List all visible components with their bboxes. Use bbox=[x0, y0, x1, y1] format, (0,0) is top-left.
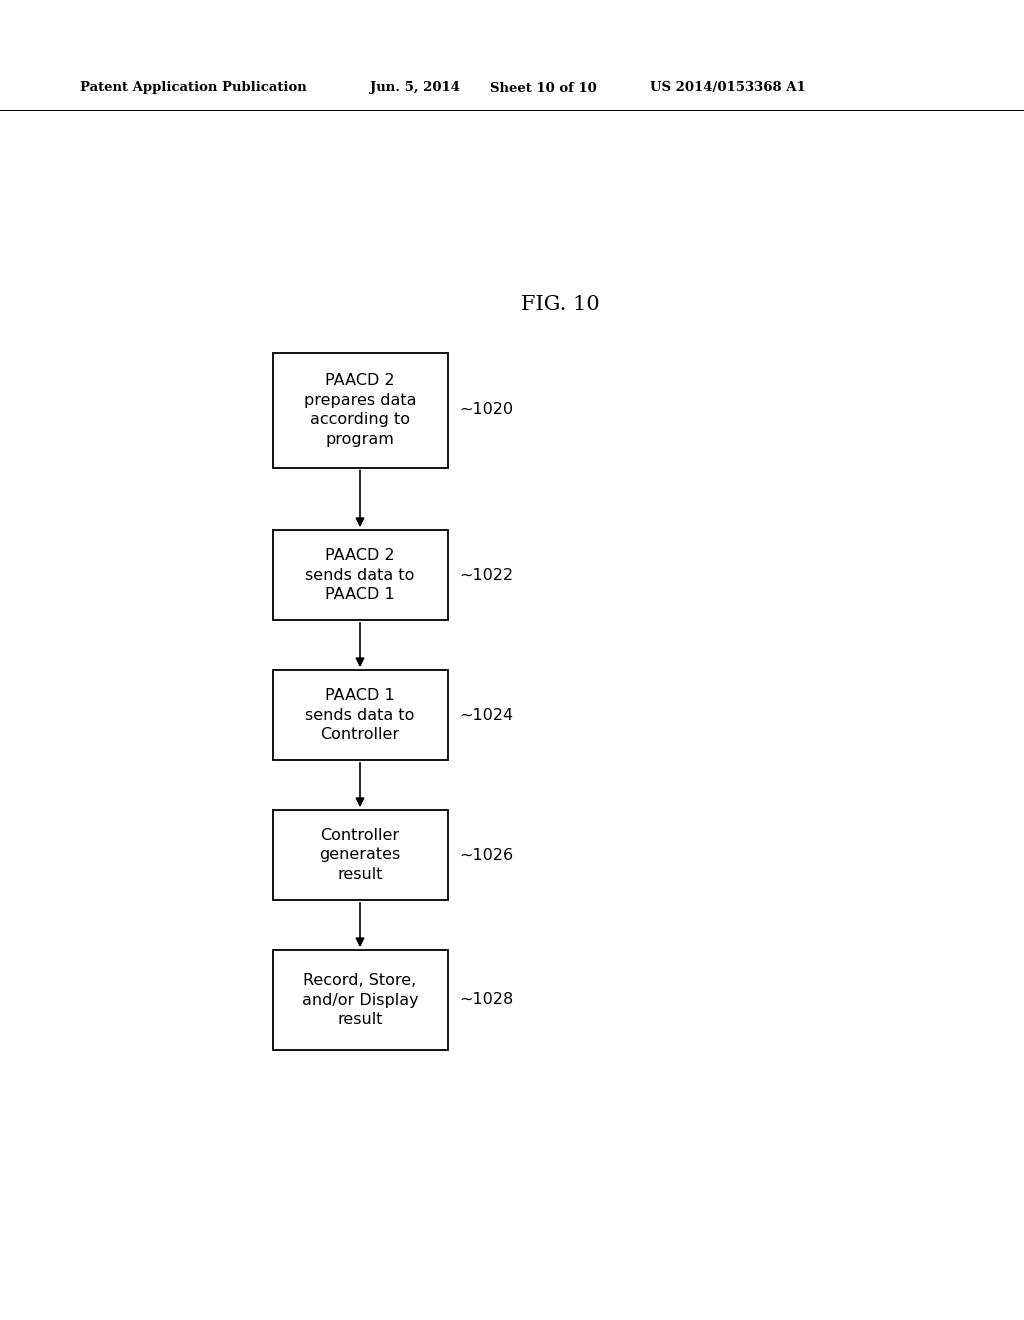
Text: Patent Application Publication: Patent Application Publication bbox=[80, 82, 307, 95]
Text: PAACD 1
sends data to
Controller: PAACD 1 sends data to Controller bbox=[305, 688, 415, 742]
Bar bbox=[272, 671, 447, 760]
Text: Controller
generates
result: Controller generates result bbox=[319, 828, 400, 882]
Bar bbox=[272, 810, 447, 900]
Text: ~1026: ~1026 bbox=[460, 847, 514, 862]
Text: PAACD 2
prepares data
according to
program: PAACD 2 prepares data according to progr… bbox=[304, 372, 416, 447]
Text: Jun. 5, 2014: Jun. 5, 2014 bbox=[370, 82, 460, 95]
Bar bbox=[272, 352, 447, 467]
Text: ~1020: ~1020 bbox=[460, 403, 514, 417]
Text: Record, Store,
and/or Display
result: Record, Store, and/or Display result bbox=[302, 973, 419, 1027]
Text: ~1024: ~1024 bbox=[460, 708, 514, 722]
Text: ~1028: ~1028 bbox=[460, 993, 514, 1007]
Text: ~1022: ~1022 bbox=[460, 568, 514, 582]
Bar bbox=[272, 531, 447, 620]
Text: PAACD 2
sends data to
PAACD 1: PAACD 2 sends data to PAACD 1 bbox=[305, 548, 415, 602]
Text: Sheet 10 of 10: Sheet 10 of 10 bbox=[490, 82, 597, 95]
Text: FIG. 10: FIG. 10 bbox=[520, 296, 599, 314]
Bar bbox=[272, 950, 447, 1049]
Text: US 2014/0153368 A1: US 2014/0153368 A1 bbox=[650, 82, 806, 95]
